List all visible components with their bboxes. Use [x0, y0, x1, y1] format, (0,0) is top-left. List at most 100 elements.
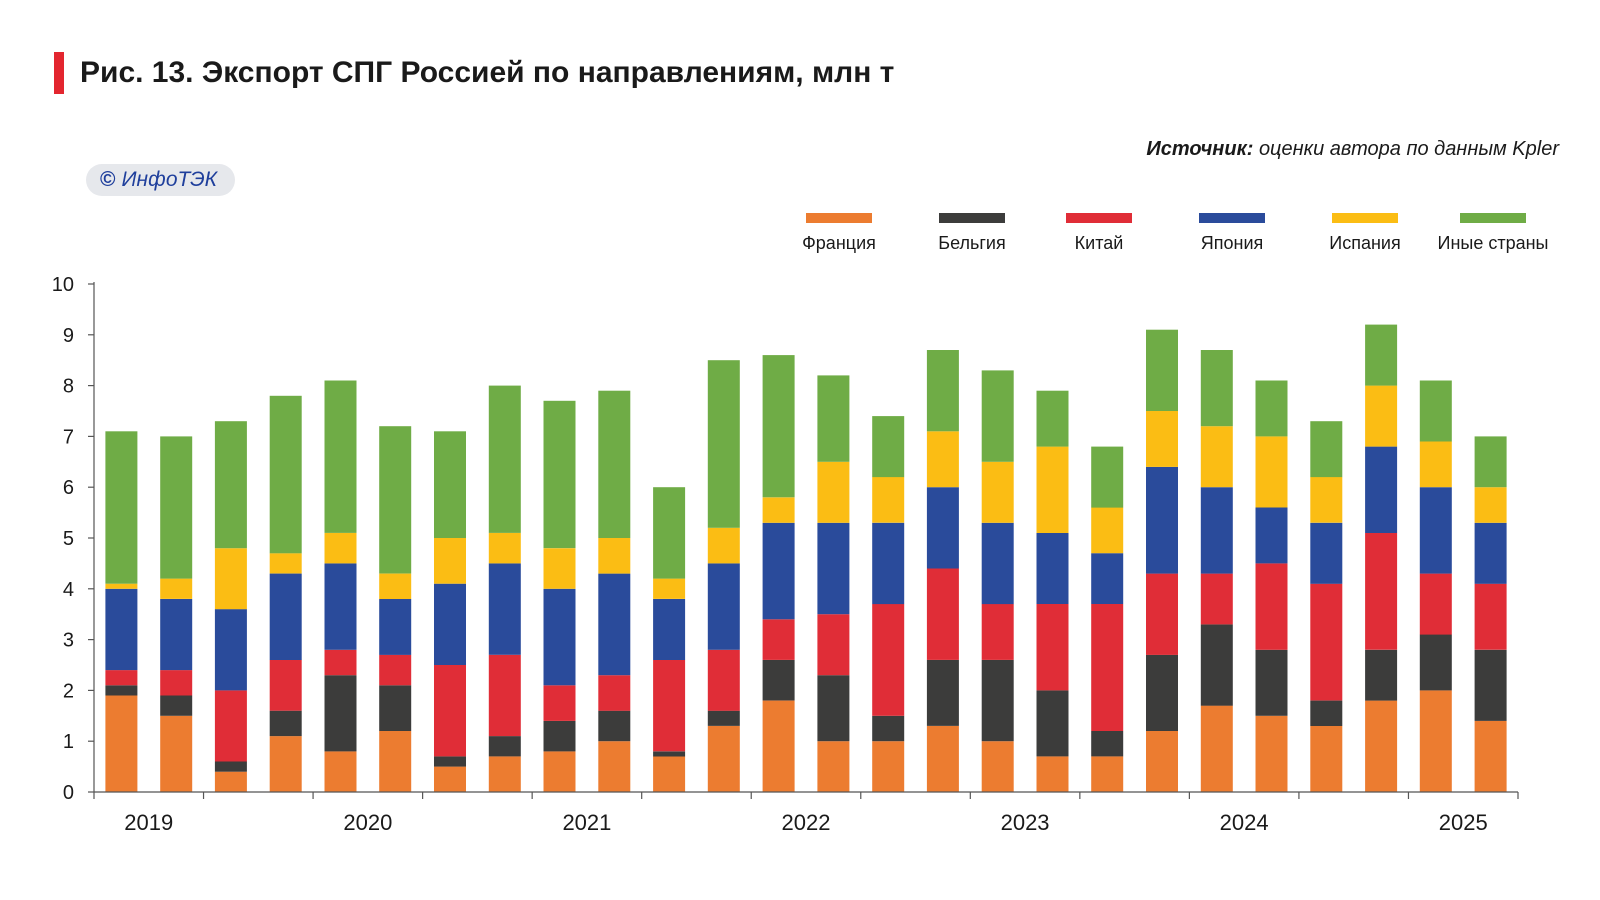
- bar-segment-япония-15: [872, 522, 905, 605]
- x-year-label-2020: 2020: [343, 810, 392, 835]
- bar-segment-япония-20: [1146, 466, 1178, 574]
- bar-segment-япония-16: [926, 487, 959, 569]
- bar-segment-иные-страны-19: [1091, 446, 1124, 508]
- source-label: Источник:: [1146, 138, 1254, 160]
- legend-swatch-испания: [1332, 213, 1398, 223]
- bar-segment-иные-страны-22: [1255, 380, 1288, 437]
- legend-label-япония: Япония: [1201, 233, 1264, 253]
- legend-swatch-франция: [806, 213, 872, 223]
- bar-segment-испания-22: [1255, 436, 1288, 508]
- bar-segment-япония-26: [1474, 522, 1507, 584]
- bar-segment-франция-25: [1419, 690, 1452, 792]
- bar-segment-испания-21: [1200, 426, 1233, 488]
- bar-segment-бельгия-4: [269, 710, 302, 737]
- bar-segment-франция-21: [1200, 705, 1233, 792]
- bar-segment-испания-15: [872, 477, 905, 523]
- y-tick-label: 8: [63, 376, 74, 398]
- bar-segment-франция-7: [434, 766, 466, 792]
- bar-segment-китай-13: [762, 619, 795, 660]
- bar-segment-франция-19: [1091, 756, 1124, 792]
- bar-segment-испания-26: [1474, 487, 1507, 523]
- bar-segment-бельгия-19: [1091, 731, 1124, 757]
- bar-segment-франция-4: [269, 736, 302, 792]
- bar-segment-иные-страны-6: [379, 426, 412, 574]
- y-tick-label: 6: [63, 477, 74, 499]
- bar-segment-франция-22: [1255, 715, 1288, 792]
- y-tick-label: 10: [52, 274, 74, 296]
- legend-label-иные-страны: Иные страны: [1438, 233, 1549, 253]
- bar-segment-иные-страны-25: [1419, 380, 1452, 442]
- bar-segment-франция-9: [543, 751, 576, 792]
- y-tick-label: 7: [63, 426, 74, 448]
- legend-swatch-япония: [1199, 213, 1265, 223]
- x-year-label-2022: 2022: [782, 810, 831, 835]
- bar-segment-китай-5: [324, 649, 357, 676]
- legend-swatch-китай: [1066, 213, 1132, 223]
- bar-segment-франция-13: [762, 700, 795, 792]
- legend-swatch-иные-страны: [1460, 213, 1526, 223]
- bar-segment-бельгия-10: [598, 710, 631, 742]
- bar-segment-бельгия-7: [434, 756, 466, 767]
- bar-segment-испания-12: [707, 527, 740, 564]
- bar-segment-иные-страны-3: [214, 421, 247, 549]
- bar-segment-бельгия-23: [1310, 700, 1343, 726]
- bar-segment-франция-17: [981, 741, 1014, 792]
- bar-segment-китай-8: [488, 654, 521, 737]
- bar-segment-испания-14: [817, 461, 850, 523]
- bar-segment-япония-11: [653, 599, 686, 660]
- bar-segment-иные-страны-11: [653, 487, 686, 579]
- bar-segment-испания-11: [653, 578, 686, 599]
- bar-segment-франция-26: [1474, 720, 1507, 792]
- bar-segment-китай-17: [981, 604, 1014, 660]
- legend-label-франция: Франция: [802, 233, 876, 253]
- title-accent-bar: [54, 52, 64, 94]
- bar-segment-бельгия-25: [1419, 634, 1452, 691]
- bar-segment-бельгия-21: [1200, 624, 1233, 706]
- bar-segment-япония-19: [1091, 553, 1124, 604]
- x-year-label-2019: 2019: [124, 810, 173, 835]
- bar-segment-китай-2: [160, 670, 193, 696]
- bar-segment-иные-страны-24: [1365, 324, 1398, 386]
- bar-segment-иные-страны-4: [269, 395, 302, 554]
- bar-segment-иные-страны-5: [324, 380, 357, 533]
- x-year-label-2024: 2024: [1220, 810, 1269, 835]
- bar-segment-бельгия-20: [1146, 654, 1178, 731]
- bar-segment-испания-9: [543, 548, 576, 589]
- bar-segment-иные-страны-10: [598, 390, 631, 538]
- bar-segment-испания-2: [160, 578, 193, 599]
- bar-segment-иные-страны-14: [817, 375, 850, 462]
- bar-segment-испания-19: [1091, 507, 1124, 554]
- bar-segment-испания-4: [269, 553, 302, 574]
- bar-segment-франция-20: [1146, 731, 1178, 792]
- bar-segment-китай-9: [543, 685, 576, 721]
- legend-label-бельгия: Бельгия: [938, 233, 1005, 253]
- bars: [105, 324, 1507, 792]
- bar-segment-испания-18: [1036, 446, 1069, 533]
- bar-segment-япония-18: [1036, 532, 1069, 604]
- bar-segment-испания-25: [1419, 441, 1452, 488]
- legend: Франция Бельгия Китай Япония Испания Иные стр…: [802, 213, 1548, 253]
- legend-label-китай: Китай: [1075, 233, 1124, 253]
- bar-segment-испания-23: [1310, 477, 1343, 523]
- bar-segment-иные-страны-16: [926, 350, 959, 432]
- bar-segment-бельгия-26: [1474, 649, 1507, 721]
- y-tick-label: 0: [63, 782, 74, 804]
- bar-segment-иные-страны-20: [1146, 329, 1178, 411]
- bar-segment-япония-9: [543, 588, 576, 686]
- bar-segment-китай-20: [1146, 573, 1178, 655]
- bar-segment-франция-14: [817, 741, 850, 792]
- bar-segment-франция-8: [488, 756, 521, 792]
- bar-segment-испания-7: [434, 538, 466, 584]
- bar-segment-иные-страны-9: [543, 400, 576, 549]
- bar-segment-испания-13: [762, 497, 795, 523]
- y-tick-label: 9: [63, 325, 74, 347]
- bar-segment-бельгия-13: [762, 659, 795, 701]
- bar-segment-япония-7: [434, 583, 466, 665]
- y-tick-label: 2: [63, 680, 74, 702]
- bar-segment-иные-страны-12: [707, 360, 740, 528]
- bar-segment-китай-6: [379, 654, 412, 686]
- bar-segment-испания-8: [488, 532, 521, 564]
- infotek-logo: © ИнфоТЭК: [86, 164, 236, 196]
- bar-segment-бельгия-12: [707, 710, 740, 726]
